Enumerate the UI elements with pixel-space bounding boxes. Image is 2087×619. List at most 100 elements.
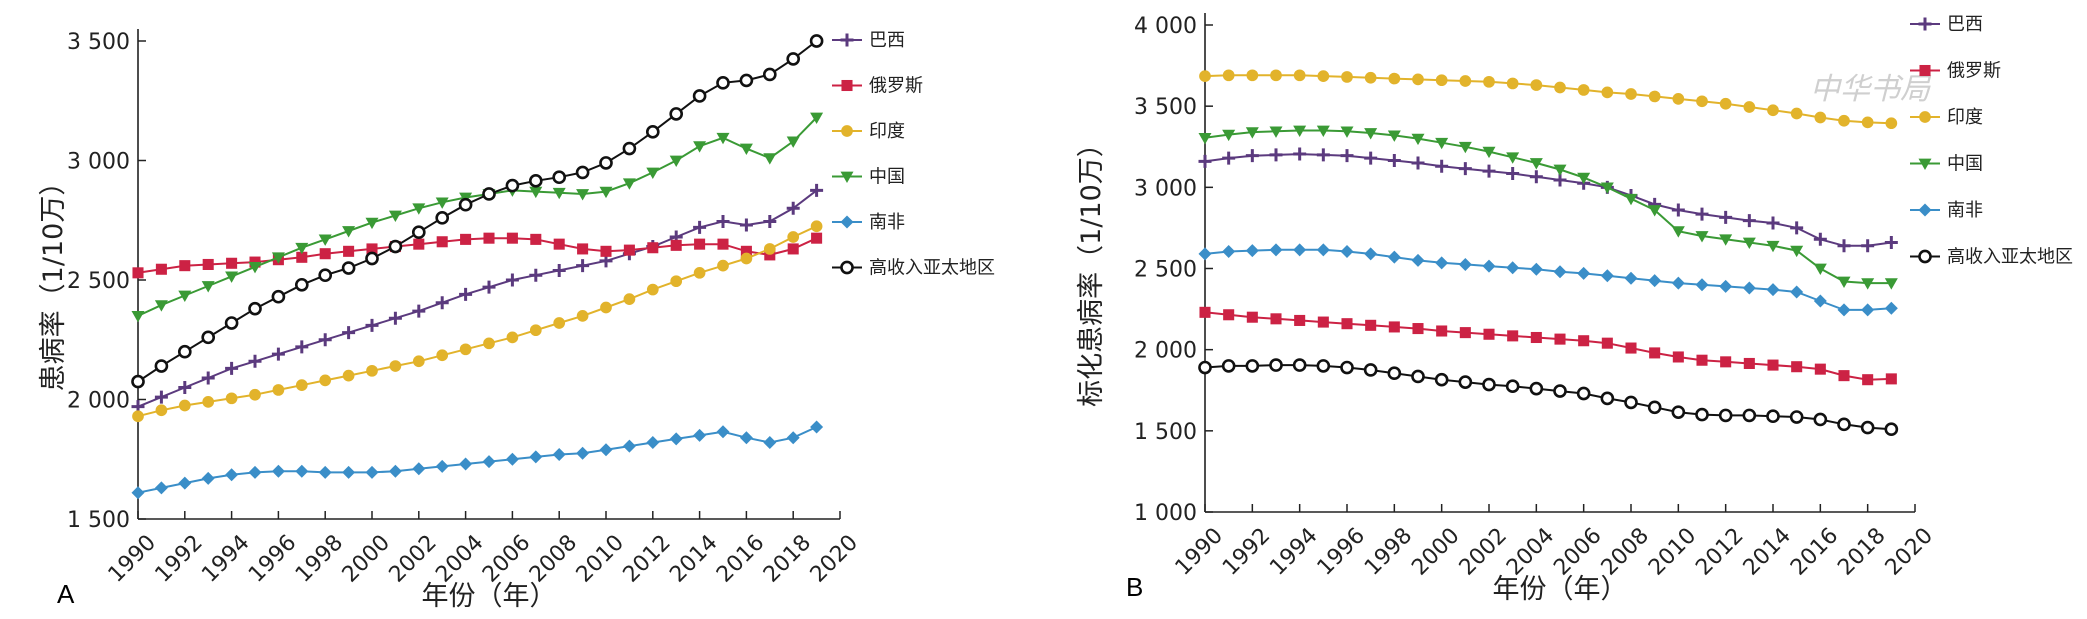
data-point bbox=[1412, 73, 1424, 86]
y-tick-label: 1 000 bbox=[1134, 501, 1197, 526]
data-point bbox=[1766, 283, 1780, 297]
data-point bbox=[1695, 407, 1709, 422]
data-point bbox=[1222, 129, 1236, 142]
data-point bbox=[1601, 86, 1614, 99]
data-point bbox=[365, 318, 379, 332]
data-point bbox=[530, 233, 542, 245]
data-point bbox=[622, 439, 636, 453]
x-tick-label: 2014 bbox=[665, 530, 722, 587]
data-point bbox=[1388, 321, 1400, 333]
data-point bbox=[342, 369, 355, 382]
data-point bbox=[1435, 256, 1449, 270]
data-point bbox=[1837, 417, 1851, 432]
data-point bbox=[763, 153, 777, 165]
data-point bbox=[1458, 141, 1472, 154]
data-point bbox=[740, 252, 753, 265]
data-point bbox=[1387, 130, 1401, 142]
data-point bbox=[599, 156, 613, 170]
data-point bbox=[225, 392, 238, 405]
data-point bbox=[178, 381, 192, 395]
data-point bbox=[1411, 253, 1425, 267]
data-point bbox=[1199, 70, 1211, 82]
data-point bbox=[1718, 408, 1733, 423]
data-point bbox=[178, 399, 191, 412]
data-point bbox=[505, 273, 519, 287]
data-point bbox=[1885, 373, 1897, 385]
x-tick-label: 2012 bbox=[619, 530, 676, 587]
data-point bbox=[1577, 172, 1591, 185]
data-point bbox=[553, 238, 565, 250]
data-point bbox=[1411, 133, 1425, 146]
data-point bbox=[271, 347, 285, 361]
data-point bbox=[1316, 359, 1331, 373]
data-point bbox=[528, 173, 543, 188]
legend-item: 南非 bbox=[1947, 200, 1983, 221]
data-point bbox=[1198, 154, 1212, 168]
data-point bbox=[201, 371, 215, 385]
data-point bbox=[483, 232, 495, 244]
data-point bbox=[154, 300, 168, 312]
data-point bbox=[1813, 412, 1828, 427]
data-point bbox=[763, 436, 777, 450]
data-point bbox=[1364, 71, 1377, 84]
data-point bbox=[1719, 234, 1733, 246]
data-point bbox=[1742, 237, 1756, 250]
data-point bbox=[575, 165, 590, 180]
data-point bbox=[1482, 164, 1496, 178]
legend-item: 中国 bbox=[1947, 154, 1983, 175]
data-point bbox=[412, 462, 426, 476]
x-tick-label: 1990 bbox=[104, 530, 161, 587]
data-point bbox=[693, 141, 707, 153]
data-point bbox=[155, 263, 167, 275]
data-point bbox=[1695, 207, 1709, 221]
data-point bbox=[226, 257, 238, 269]
x-tick-label: 2006 bbox=[1549, 523, 1606, 580]
legend-item: 俄罗斯 bbox=[1947, 61, 2001, 82]
data-point bbox=[296, 251, 308, 263]
data-point bbox=[1316, 125, 1330, 138]
data-point bbox=[1790, 285, 1804, 299]
data-point bbox=[412, 355, 425, 368]
data-point bbox=[1245, 127, 1259, 139]
data-point bbox=[1672, 93, 1685, 105]
x-tick-label: 2002 bbox=[385, 530, 442, 587]
data-point bbox=[482, 187, 496, 201]
legend-item: 高收入亚太地区 bbox=[1947, 247, 2073, 268]
data-point bbox=[1483, 328, 1495, 340]
x-tick-label: 2000 bbox=[1407, 523, 1464, 580]
data-point bbox=[1861, 278, 1875, 290]
data-point bbox=[1198, 360, 1212, 375]
data-point bbox=[1245, 149, 1259, 163]
series-2 bbox=[1199, 69, 1898, 130]
x-tick-label: 2018 bbox=[759, 530, 816, 587]
data-point bbox=[389, 360, 402, 372]
x-tick-label: 2004 bbox=[431, 530, 488, 587]
data-point bbox=[1861, 239, 1875, 253]
legend-item: 俄罗斯 bbox=[869, 76, 923, 97]
data-point bbox=[1482, 259, 1496, 273]
data-point bbox=[1554, 333, 1566, 345]
x-tick-label: 1992 bbox=[151, 530, 208, 587]
legend-marker bbox=[840, 215, 854, 229]
data-point bbox=[1198, 247, 1212, 261]
data-point bbox=[1530, 331, 1542, 344]
data-point bbox=[1790, 221, 1804, 235]
y-tick-label: 2 500 bbox=[67, 269, 130, 294]
series-1 bbox=[1199, 306, 1897, 386]
data-point bbox=[1529, 158, 1543, 170]
data-point bbox=[154, 359, 169, 373]
data-point bbox=[1813, 294, 1827, 308]
data-point bbox=[1578, 335, 1590, 347]
data-point bbox=[1766, 240, 1780, 253]
data-point bbox=[810, 220, 823, 233]
data-point bbox=[1884, 301, 1898, 315]
series-3 bbox=[1198, 125, 1898, 290]
data-point bbox=[1245, 359, 1260, 373]
data-point bbox=[1648, 205, 1662, 217]
data-point bbox=[388, 464, 402, 478]
data-point bbox=[225, 271, 239, 283]
data-point bbox=[1341, 318, 1353, 330]
data-point bbox=[249, 388, 261, 401]
